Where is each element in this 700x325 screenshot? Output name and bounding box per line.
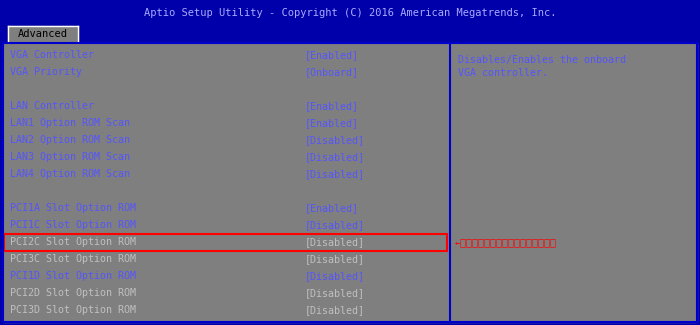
Text: [Enabled]: [Enabled] [305, 203, 359, 213]
Text: [Onboard]: [Onboard] [305, 67, 359, 77]
Text: Aptio Setup Utility - Copyright (C) 2016 American Megatrends, Inc.: Aptio Setup Utility - Copyright (C) 2016… [144, 8, 556, 18]
Text: LAN2 Option ROM Scan: LAN2 Option ROM Scan [10, 135, 130, 145]
Bar [3, 43, 697, 322]
Text: Disables/Enables the onboard: Disables/Enables the onboard [458, 55, 626, 65]
Text: Advanced: Advanced [18, 29, 68, 39]
Text: [Disabled]: [Disabled] [305, 220, 365, 230]
Text: VGA Controller: VGA Controller [10, 50, 94, 60]
Bar [8, 26, 78, 42]
Text: PCI3C Slot Option ROM: PCI3C Slot Option ROM [10, 254, 136, 264]
Bar [0, 0, 700, 25]
Text: LAN3 Option ROM Scan: LAN3 Option ROM Scan [10, 152, 130, 162]
Text: LAN4 Option ROM Scan: LAN4 Option ROM Scan [10, 169, 130, 179]
Text: PCI1C Slot Option ROM: PCI1C Slot Option ROM [10, 220, 136, 230]
Text: PCI2C Slot Option ROM: PCI2C Slot Option ROM [10, 237, 136, 247]
Text: [Disabled]: [Disabled] [305, 271, 365, 281]
Text: PCI2D Slot Option ROM: PCI2D Slot Option ROM [10, 288, 136, 298]
Text: VGA Priority: VGA Priority [10, 67, 82, 77]
Text: [Enabled]: [Enabled] [305, 101, 359, 111]
Text: PCI1A Slot Option ROM: PCI1A Slot Option ROM [10, 203, 136, 213]
Text: [Disabled]: [Disabled] [305, 254, 365, 264]
Text: LAN1 Option ROM Scan: LAN1 Option ROM Scan [10, 118, 130, 128]
Text: [Disabled]: [Disabled] [305, 237, 365, 247]
Text: ←グレーアウト表示され設定変更不可: ←グレーアウト表示され設定変更不可 [455, 237, 557, 247]
Text: PCI1D Slot Option ROM: PCI1D Slot Option ROM [10, 271, 136, 281]
Bar [0, 26, 700, 42]
Text: [Disabled]: [Disabled] [305, 288, 365, 298]
Text: [Disabled]: [Disabled] [305, 135, 365, 145]
Text: [Enabled]: [Enabled] [305, 50, 359, 60]
Bar [4, 233, 447, 251]
Text: [Disabled]: [Disabled] [305, 169, 365, 179]
Text: [Disabled]: [Disabled] [305, 152, 365, 162]
Text: LAN Controller: LAN Controller [10, 101, 94, 111]
Text: [Disabled]: [Disabled] [305, 305, 365, 315]
Text: VGA controller.: VGA controller. [458, 68, 548, 78]
Text: [Enabled]: [Enabled] [305, 118, 359, 128]
Text: PCI3D Slot Option ROM: PCI3D Slot Option ROM [10, 305, 136, 315]
